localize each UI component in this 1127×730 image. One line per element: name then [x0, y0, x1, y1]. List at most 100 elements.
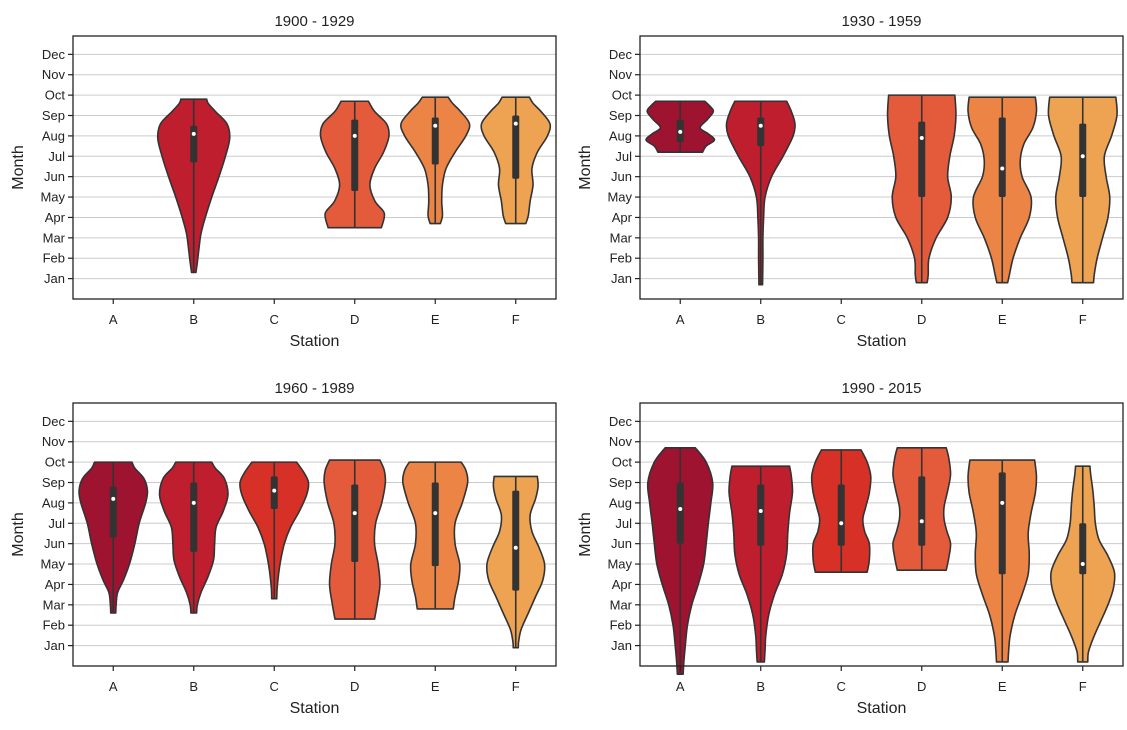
violin-e	[967, 96, 1038, 284]
y-axis-label: Month	[577, 512, 594, 556]
ytick-label: Sep	[42, 475, 65, 490]
violin-box-b	[757, 484, 765, 546]
xtick-label: C	[270, 679, 279, 694]
violin-median-b	[758, 123, 763, 128]
violin-box-d	[918, 476, 926, 546]
violin-median-a	[111, 496, 116, 501]
ytick-label: May	[607, 557, 632, 572]
violin-c	[810, 449, 872, 574]
axes-frame	[639, 402, 1124, 667]
ytick-label: Jul	[48, 516, 65, 531]
violin-box-e	[431, 117, 439, 165]
violin-median-f	[1080, 562, 1085, 567]
axes-frame	[72, 402, 557, 667]
violin-median-e	[1000, 500, 1005, 505]
ytick-label: Apr	[45, 210, 66, 225]
xtick-label: B	[756, 679, 765, 694]
xtick-label: D	[917, 312, 926, 327]
violin-median-d	[352, 133, 357, 138]
chart-title: 1960 - 1989	[274, 380, 354, 397]
ytick-label: Jun	[611, 169, 632, 184]
chart-title: 1930 - 1959	[841, 13, 921, 30]
ytick-label: Mar	[610, 230, 633, 245]
axes-frame	[72, 35, 557, 300]
violin-f	[1049, 465, 1116, 663]
xtick-label: D	[350, 679, 359, 694]
violin-f	[485, 475, 546, 649]
violin-c	[239, 461, 310, 600]
violin-box-a	[676, 482, 684, 544]
xtick-label: C	[837, 679, 846, 694]
ytick-label: May	[40, 190, 65, 205]
xtick-label: A	[676, 679, 685, 694]
violin-d	[323, 459, 387, 620]
violin-median-f	[1080, 154, 1085, 159]
ytick-label: Oct	[612, 88, 633, 103]
violin-f	[1047, 96, 1118, 284]
chart-panel-4: Jan Feb Mar Apr May Jun Jul Aug Sep Oct Nov Dec A B C D…	[577, 380, 1124, 717]
violin-median-f	[513, 545, 518, 550]
axes-frame	[639, 35, 1124, 300]
violin-e	[401, 461, 469, 610]
ytick-label: Nov	[609, 434, 633, 449]
x-axis-label: Station	[290, 333, 340, 350]
ytick-label: Sep	[42, 108, 65, 123]
xtick-label: A	[109, 679, 118, 694]
violin-box-a	[109, 486, 117, 538]
xtick-label: B	[189, 679, 198, 694]
xtick-label: F	[512, 312, 520, 327]
ytick-label: Dec	[609, 47, 633, 62]
xtick-label: E	[998, 312, 1007, 327]
violin-box-b	[190, 125, 198, 163]
ytick-label: Nov	[42, 434, 66, 449]
ytick-label: Sep	[609, 475, 632, 490]
ytick-label: Apr	[612, 210, 633, 225]
violin-box-d	[918, 121, 926, 198]
violin-e	[400, 96, 471, 225]
ytick-label: Oct	[612, 455, 633, 470]
violin-median-d	[919, 519, 924, 524]
xtick-label: C	[837, 312, 846, 327]
violin-median-a	[678, 507, 683, 512]
xtick-label: D	[917, 679, 926, 694]
violin-median-a	[678, 129, 683, 134]
violin-d	[886, 94, 957, 284]
chart-panel-2: Jan Feb Mar Apr May Jun Jul Aug Sep Oct Nov Dec A B C D…	[577, 13, 1124, 350]
violin-b	[158, 461, 229, 614]
xtick-label: C	[270, 312, 279, 327]
ytick-label: Jun	[44, 169, 65, 184]
violin-a	[645, 100, 716, 154]
ytick-label: Jun	[611, 536, 632, 551]
ytick-label: Mar	[43, 597, 66, 612]
xtick-label: E	[431, 312, 440, 327]
xtick-label: B	[756, 312, 765, 327]
y-axis-label: Month	[10, 512, 27, 556]
chart-panel-1: Jan Feb Mar Apr May Jun Jul Aug Sep Oct Nov Dec A B C D…	[10, 13, 557, 350]
violin-box-f	[1079, 123, 1087, 198]
y-axis-label: Month	[577, 145, 594, 189]
ytick-label: May	[40, 557, 65, 572]
xtick-label: E	[431, 679, 440, 694]
violin-box-d	[351, 484, 359, 563]
ytick-label: Feb	[43, 251, 65, 266]
xtick-label: D	[350, 312, 359, 327]
ytick-label: Dec	[609, 414, 633, 429]
chart-panel-3: Jan Feb Mar Apr May Jun Jul Aug Sep Oct Nov Dec A B C D…	[10, 380, 557, 717]
ytick-label: Jul	[48, 149, 65, 164]
ytick-label: Jul	[615, 516, 632, 531]
violin-box-d	[351, 119, 359, 191]
violin-box-e	[998, 117, 1006, 198]
violin-box-f	[512, 490, 520, 591]
xtick-label: E	[998, 679, 1007, 694]
violin-median-f	[513, 121, 518, 126]
ytick-label: Nov	[42, 67, 66, 82]
violin-median-b	[758, 509, 763, 514]
ytick-label: Oct	[45, 455, 66, 470]
ytick-label: Aug	[42, 495, 65, 510]
violin-box-c	[270, 476, 278, 510]
violin-d	[319, 100, 390, 229]
ytick-label: Dec	[42, 414, 66, 429]
ytick-label: Aug	[609, 495, 632, 510]
ytick-label: Nov	[609, 67, 633, 82]
